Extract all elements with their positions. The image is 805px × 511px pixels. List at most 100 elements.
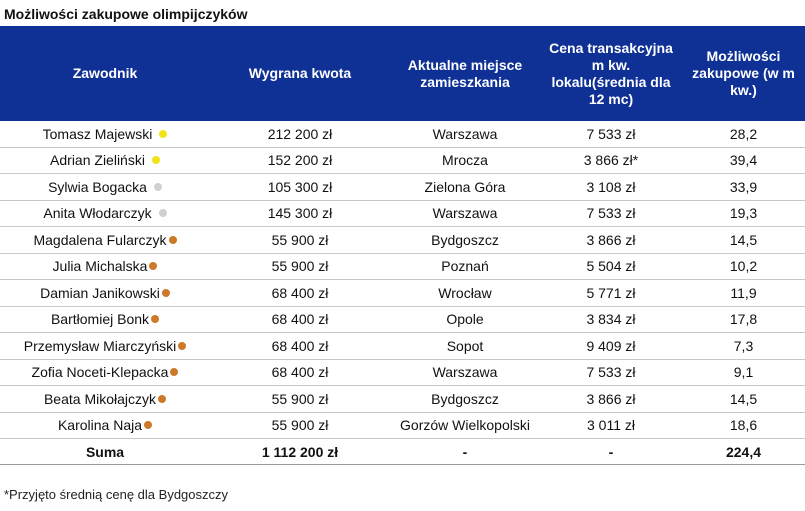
city-cell: Bydgoszcz (390, 226, 540, 254)
athlete-name-wrap: Anita Włodarczyk (43, 205, 167, 221)
prize-amount-cell: 68 400 zł (210, 279, 390, 307)
athlete-name-wrap: Bartłomiej Bonk (50, 311, 160, 328)
price-cell: 3 011 zł (540, 412, 682, 439)
price-cell: 3 866 zł* (540, 147, 682, 174)
prize-amount-cell: 105 300 zł (210, 173, 390, 201)
silver-medal-icon (158, 209, 167, 218)
price-cell: 5 771 zł (540, 279, 682, 307)
table-row: Damian Janikowski 68 400 zł Wrocław 5 771 z… (0, 279, 805, 307)
price-cell: 9 409 zł (540, 332, 682, 360)
sqm-cell: 28,2 (682, 121, 805, 148)
sum-amount: 1 112 200 zł (210, 438, 390, 465)
bronze-medal-icon (151, 315, 160, 324)
header-athlete: Zawodnik (0, 26, 210, 121)
athlete-cell: Karolina Naja (0, 412, 210, 439)
table-row: Sylwia Bogacka 105 300 zł Zielona Góra 3 10… (0, 173, 805, 201)
table-row: Bartłomiej Bonk 68 400 zł Opole 3 834 zł 17,… (0, 306, 805, 333)
header-price: Cena transakcyjna m kw. lokalu(średnia d… (540, 26, 682, 121)
price-cell: 7 533 zł (540, 359, 682, 386)
sum-row: Suma 1 112 200 zł - -224,4 (0, 438, 805, 465)
athlete-name-wrap: Zofia Noceti-Klepacka (32, 364, 179, 380)
athlete-name-wrap: Tomasz Majewski (43, 126, 168, 142)
city-cell: Opole (390, 306, 540, 333)
city-cell: Mrocza (390, 147, 540, 174)
athlete-name: Adrian Zieliński (50, 152, 145, 169)
prize-amount-cell: 212 200 zł (210, 121, 390, 148)
table-row: Magdalena Fularczyk 55 900 zł Bydgoszcz 3 8… (0, 226, 805, 254)
header-amount: Wygrana kwota (210, 26, 390, 121)
header-row: Zawodnik Wygrana kwota Aktualne miejsce … (0, 26, 805, 121)
table-row: Karolina Naja 55 900 zł Gorzów Wielkopolsk… (0, 412, 805, 439)
athlete-name-wrap: Sylwia Bogacka (48, 179, 162, 195)
athlete-name: Zofia Noceti-Klepacka (31, 364, 169, 381)
sqm-cell: 33,9 (682, 173, 805, 201)
price-cell: 3 866 zł (540, 385, 682, 413)
table-row: Tomasz Majewski 212 200 zł Warszawa 7 533 z… (0, 121, 805, 148)
table-row: Beata Mikołajczyk 55 900 zł Bydgoszcz 3 866… (0, 385, 805, 413)
athlete-cell: Beata Mikołajczyk (0, 385, 210, 413)
table-row: Adrian Zieliński 152 200 zł Mrocza 3 866 zł… (0, 147, 805, 174)
olympians-table: Zawodnik Wygrana kwota Aktualne miejsce … (0, 26, 805, 465)
sqm-cell: 19,3 (682, 200, 805, 227)
price-cell: 5 504 zł (540, 253, 682, 280)
athlete-cell: Magdalena Fularczyk (0, 226, 210, 254)
silver-medal-icon (153, 182, 162, 191)
table-row: Julia Michalska 55 900 zł Poznań 5 504 zł 10… (0, 253, 805, 280)
prize-amount-cell: 55 900 zł (210, 385, 390, 413)
gold-medal-icon (151, 156, 160, 165)
sqm-cell: 17,8 (682, 306, 805, 333)
athlete-cell: Przemysław Miarczyński (0, 332, 210, 360)
sqm-cell: 9,1 (682, 359, 805, 386)
sqm-cell: 18,6 (682, 412, 805, 439)
athlete-name-wrap: Beata Mikołajczyk (43, 390, 167, 407)
sqm-cell: 11,9 (682, 279, 805, 307)
gold-medal-icon (159, 129, 168, 138)
athlete-name: Sylwia Bogacka (48, 178, 147, 195)
athlete-name: Przemysław Miarczyński (23, 337, 177, 354)
athlete-cell: Tomasz Majewski (0, 121, 210, 148)
city-cell: Zielona Góra (390, 173, 540, 201)
prize-amount-cell: 55 900 zł (210, 253, 390, 280)
athlete-name-wrap: Karolina Naja (57, 417, 153, 434)
bronze-medal-icon (161, 288, 170, 297)
athlete-name: Karolina Naja (57, 417, 143, 434)
athlete-name: Tomasz Majewski (42, 125, 153, 142)
city-cell: Warszawa (390, 359, 540, 386)
athlete-name: Magdalena Fularczyk (33, 231, 167, 248)
bronze-medal-icon (158, 394, 167, 403)
athlete-cell: Damian Janikowski (0, 279, 210, 307)
sum-price: - (540, 438, 682, 465)
sum-sqm: 224,4 (682, 438, 805, 465)
athlete-cell: Bartłomiej Bonk (0, 306, 210, 333)
city-cell: Poznań (390, 253, 540, 280)
table-title: Możliwości zakupowe olimpijczyków (4, 6, 248, 22)
athlete-cell: Sylwia Bogacka (0, 173, 210, 201)
price-cell: 3 108 zł (540, 173, 682, 201)
price-cell: 7 533 zł (540, 200, 682, 227)
city-cell: Bydgoszcz (390, 385, 540, 413)
city-cell: Warszawa (390, 200, 540, 227)
prize-amount-cell: 68 400 zł (210, 332, 390, 360)
header-sqm: Możliwości zakupowe (w m kw.) (682, 26, 805, 121)
city-cell: Wrocław (390, 279, 540, 307)
bronze-medal-icon (144, 421, 153, 430)
bronze-medal-icon (178, 341, 187, 350)
bronze-medal-icon (149, 262, 158, 271)
sqm-cell: 14,5 (682, 226, 805, 254)
prize-amount-cell: 55 900 zł (210, 412, 390, 439)
table-row: Zofia Noceti-Klepacka 68 400 zł Warszawa 7 … (0, 359, 805, 386)
sum-city: - (390, 438, 540, 465)
athlete-name-wrap: Adrian Zieliński (50, 152, 160, 168)
sqm-cell: 39,4 (682, 147, 805, 174)
table-row: Przemysław Miarczyński 68 400 zł Sopot 9 40… (0, 332, 805, 360)
prize-amount-cell: 68 400 zł (210, 359, 390, 386)
athlete-cell: Zofia Noceti-Klepacka (0, 359, 210, 386)
athlete-name: Bartłomiej Bonk (50, 311, 150, 328)
footnote: *Przyjęto średnią cenę dla Bydgoszczy (4, 487, 229, 502)
table-body: Tomasz Majewski 212 200 zł Warszawa 7 533 z… (0, 121, 805, 465)
athlete-cell: Adrian Zieliński (0, 147, 210, 174)
prize-amount-cell: 68 400 zł (210, 306, 390, 333)
sum-label: Suma (0, 438, 210, 465)
price-cell: 7 533 zł (540, 121, 682, 148)
athlete-name: Beata Mikołajczyk (43, 390, 157, 407)
